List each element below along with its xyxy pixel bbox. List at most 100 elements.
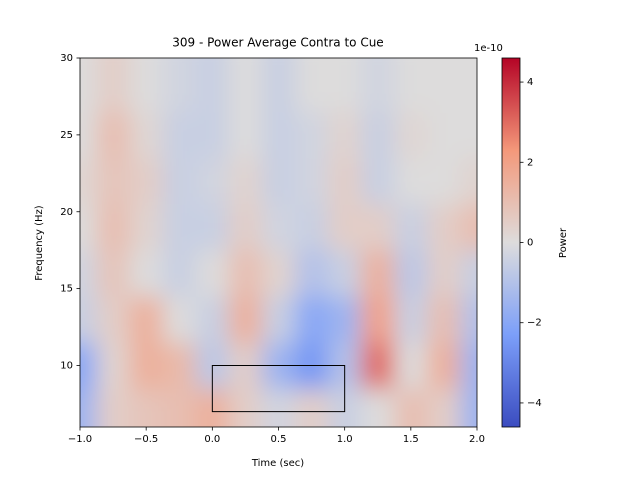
heat-cell <box>228 388 263 427</box>
heat-cell <box>129 388 164 427</box>
heat-cell <box>394 111 428 159</box>
colorbar <box>501 57 521 428</box>
heat-cell <box>129 342 164 390</box>
heat-cell <box>129 296 164 343</box>
heat-cell <box>361 388 395 427</box>
x-tick-label: −1.0 <box>68 434 92 445</box>
heat-cell <box>96 388 131 427</box>
heat-cell <box>129 58 164 113</box>
heat-cell <box>129 204 164 251</box>
heat-cell <box>228 58 263 113</box>
heat-cell <box>80 388 98 427</box>
x-tick-label: 0.0 <box>204 434 220 445</box>
heat-cell <box>361 157 395 205</box>
heat-cell <box>460 250 477 297</box>
heat-cell <box>195 250 230 297</box>
colorbar-tick-label: 4 <box>527 77 533 88</box>
x-tick-label: 1.5 <box>403 434 419 445</box>
heat-cell <box>460 388 477 427</box>
heat-cell <box>394 250 428 297</box>
heat-cell <box>162 111 197 159</box>
y-tick-label: 30 <box>60 53 73 64</box>
heat-cell <box>427 111 461 159</box>
colorbar-tick-label: 0 <box>527 238 533 249</box>
heat-cell <box>195 58 230 113</box>
heat-cell <box>162 58 197 113</box>
heat-cell <box>96 157 131 205</box>
heat-cell <box>129 250 164 297</box>
colorbar-tick-label: 2 <box>527 157 533 168</box>
heat-cell <box>96 250 131 297</box>
heat-cell <box>328 58 362 113</box>
heat-cell <box>427 204 461 251</box>
heat-cell <box>427 342 461 390</box>
chart-title: 309 - Power Average Contra to Cue <box>172 36 383 50</box>
heat-cell <box>460 342 477 390</box>
heat-cell <box>361 250 395 297</box>
heat-cell <box>427 388 461 427</box>
heat-cell <box>460 204 477 251</box>
heat-cell <box>228 296 263 343</box>
heat-cell <box>80 111 98 159</box>
heat-cell <box>228 157 263 205</box>
heat-cell <box>162 204 197 251</box>
heat-cell <box>460 296 477 343</box>
heat-cell <box>394 204 428 251</box>
heat-cell <box>261 250 296 297</box>
heat-cell <box>427 250 461 297</box>
heat-cell <box>228 250 263 297</box>
x-tick-label: 2.0 <box>469 434 485 445</box>
heat-cell <box>328 111 362 159</box>
heat-cell <box>195 111 230 159</box>
heat-cell <box>394 388 428 427</box>
heat-cell <box>162 296 197 343</box>
heat-cell <box>162 342 197 390</box>
heat-cell <box>195 296 230 343</box>
heat-cell <box>80 58 98 113</box>
heat-cell <box>361 111 395 159</box>
heat-cell <box>195 204 230 251</box>
heat-cell <box>129 111 164 159</box>
colorbar-tick-label: −2 <box>527 318 542 329</box>
heat-cell <box>427 296 461 343</box>
heat-cell <box>228 204 263 251</box>
heat-cell <box>460 157 477 205</box>
heat-cell <box>96 111 131 159</box>
heat-cell <box>195 157 230 205</box>
heat-cell <box>228 111 263 159</box>
heat-cell <box>162 250 197 297</box>
y-tick-label: 20 <box>60 207 73 218</box>
heat-cell <box>361 204 395 251</box>
x-axis-label: Time (sec) <box>251 458 304 469</box>
heat-cell <box>361 296 395 343</box>
heat-cell <box>96 342 131 390</box>
heat-cell <box>394 58 428 113</box>
colorbar-tick-label: −4 <box>527 398 542 409</box>
heat-cell <box>162 157 197 205</box>
heat-cell <box>96 296 131 343</box>
heat-cell <box>261 204 296 251</box>
annotation-box <box>211 365 346 413</box>
heat-cell <box>162 388 197 427</box>
heat-cell <box>96 204 131 251</box>
heat-cell <box>80 250 98 297</box>
heat-cell <box>361 58 395 113</box>
heat-cell <box>328 157 362 205</box>
heat-cell <box>80 342 98 390</box>
heat-cell <box>261 157 296 205</box>
heat-cell <box>295 250 329 297</box>
heat-cell <box>328 250 362 297</box>
heat-cell <box>261 388 296 427</box>
heat-cell <box>394 342 428 390</box>
heat-cell <box>295 204 329 251</box>
heat-cell <box>460 58 477 113</box>
heat-cell <box>261 111 296 159</box>
colorbar-offset: 1e-10 <box>474 43 503 54</box>
y-tick-label: 15 <box>60 284 73 295</box>
heat-cell <box>261 58 296 113</box>
heat-cell <box>328 296 362 343</box>
y-tick-label: 10 <box>60 361 73 372</box>
heat-cell <box>80 296 98 343</box>
colorbar-label: Power <box>558 227 569 258</box>
